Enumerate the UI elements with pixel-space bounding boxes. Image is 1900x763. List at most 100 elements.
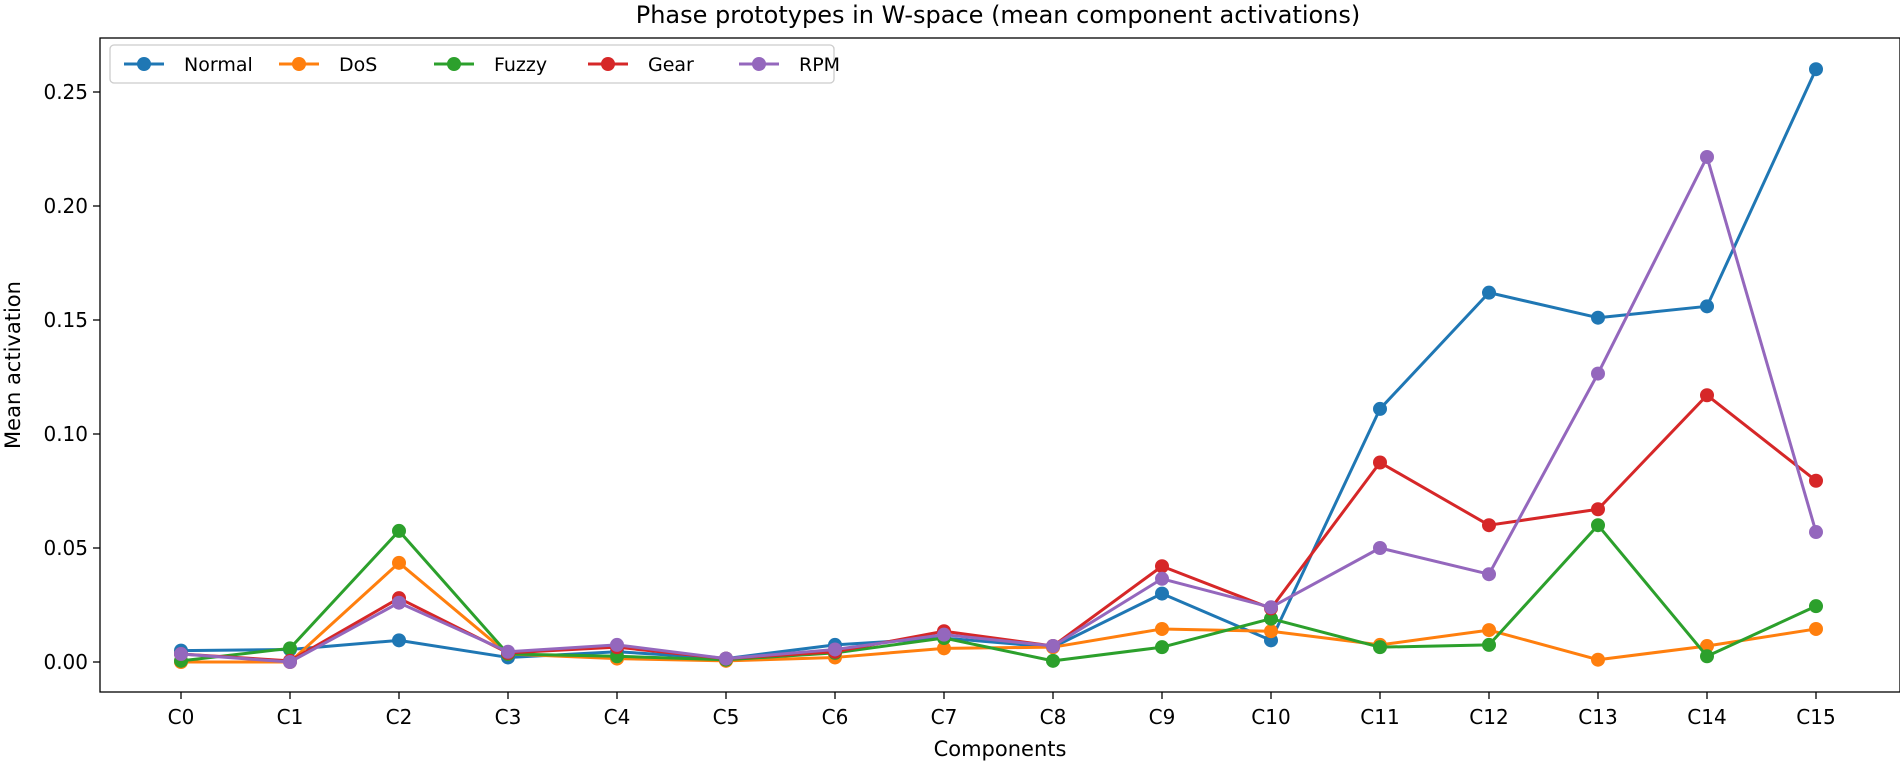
data-point-rpm: [1809, 525, 1823, 540]
data-point-normal: [1482, 285, 1496, 300]
legend-marker: [292, 57, 306, 71]
data-point-rpm: [1591, 366, 1605, 381]
data-point-rpm: [719, 651, 733, 666]
series-rpm: [174, 149, 1823, 669]
y-tick-label: 0.15: [43, 308, 88, 332]
data-point-dos: [1809, 621, 1823, 636]
data-point-rpm: [392, 595, 406, 610]
data-point-rpm: [1046, 639, 1060, 654]
data-point-normal: [1809, 62, 1823, 77]
data-point-rpm: [1155, 571, 1169, 586]
data-point-dos: [1591, 652, 1605, 667]
x-tick-label: C3: [495, 705, 522, 729]
series-line-normal: [180, 68, 1818, 661]
x-tick-label: C6: [822, 705, 849, 729]
data-point-fuzzy: [392, 523, 406, 538]
data-point-fuzzy: [1809, 599, 1823, 614]
legend-label: Normal: [184, 54, 253, 76]
legend-item-normal: Normal: [124, 54, 253, 76]
data-point-fuzzy: [1482, 637, 1496, 652]
data-point-dos: [392, 555, 406, 570]
data-point-gear: [1809, 473, 1823, 488]
x-tick-label: C1: [277, 705, 304, 729]
data-point-normal: [1700, 299, 1714, 314]
y-tick-label: 0.20: [43, 194, 88, 218]
data-point-gear: [1155, 559, 1169, 574]
data-point-dos: [1700, 639, 1714, 654]
series-normal: [174, 62, 1823, 666]
data-point-fuzzy: [1700, 649, 1714, 664]
legend-label: Gear: [648, 54, 694, 76]
y-tick-label: 0.05: [43, 536, 88, 560]
data-point-rpm: [1482, 567, 1496, 582]
data-point-dos: [1155, 621, 1169, 636]
x-tick-label: C8: [1040, 705, 1067, 729]
data-point-fuzzy: [1046, 653, 1060, 668]
data-point-normal: [1373, 401, 1387, 416]
data-point-dos: [937, 641, 951, 656]
legend-item-dos: DoS: [279, 54, 377, 76]
chart-title: Phase prototypes in W-space (mean compon…: [636, 1, 1361, 29]
x-tick-label: C12: [1469, 705, 1508, 729]
data-point-normal: [392, 633, 406, 648]
series-layer: [174, 62, 1823, 669]
series-line-fuzzy: [180, 523, 1817, 663]
x-tick-label: C5: [713, 705, 740, 729]
data-point-rpm: [501, 644, 515, 659]
data-point-gear: [1373, 455, 1387, 470]
x-axis-label: Components: [934, 737, 1067, 761]
legend-marker: [601, 57, 615, 71]
data-point-fuzzy: [1591, 518, 1605, 533]
x-axis: C0 C1 C2 C3 C4 C5 C6 C7 C8 C9 C10 C11 C12 C13 C14 C15: [168, 692, 1836, 729]
x-tick-label: C9: [1149, 705, 1176, 729]
series-fuzzy: [174, 518, 1823, 668]
data-point-gear: [1482, 518, 1496, 533]
data-point-rpm: [1700, 149, 1714, 164]
series-line-dos: [181, 561, 1817, 664]
x-tick-label: C7: [931, 705, 958, 729]
data-point-rpm: [1373, 541, 1387, 555]
x-tick-label: C2: [386, 705, 413, 729]
data-point-normal: [1591, 310, 1605, 325]
y-tick-label: 0.25: [43, 80, 88, 104]
legend-marker: [447, 57, 461, 71]
data-point-fuzzy: [1373, 640, 1387, 655]
data-point-rpm: [174, 647, 188, 662]
plot-frame: [99, 37, 1900, 693]
x-tick-label: C11: [1360, 705, 1399, 729]
x-tick-label: C13: [1578, 705, 1617, 729]
y-tick-label: 0.00: [43, 650, 88, 674]
data-point-rpm: [283, 655, 297, 669]
legend-item-gear: Gear: [588, 54, 694, 76]
y-tick-label: 0.10: [43, 422, 88, 446]
legend: Normal DoS Fuzzy Gear RPM: [109, 44, 840, 84]
data-point-rpm: [937, 627, 951, 642]
x-tick-label: C4: [604, 705, 631, 729]
legend-label: RPM: [799, 54, 840, 76]
data-point-dos: [1482, 623, 1496, 638]
series-line-gear: [180, 393, 1817, 663]
data-point-dos: [1264, 624, 1278, 639]
x-tick-label: C10: [1251, 705, 1290, 729]
data-point-fuzzy: [283, 641, 297, 656]
legend-marker: [137, 57, 151, 71]
data-point-normal: [1155, 586, 1169, 601]
x-tick-label: C15: [1796, 705, 1835, 729]
x-tick-label: C14: [1687, 705, 1726, 729]
data-point-fuzzy: [1155, 640, 1169, 655]
series-line-rpm: [180, 155, 1818, 664]
y-axis-label: Mean activation: [1, 281, 25, 449]
data-point-rpm: [610, 637, 624, 652]
data-point-rpm: [1264, 600, 1278, 615]
data-point-rpm: [828, 642, 842, 657]
legend-label: Fuzzy: [494, 54, 547, 76]
legend-marker: [752, 57, 766, 71]
data-point-gear: [1591, 502, 1605, 517]
legend-item-fuzzy: Fuzzy: [434, 54, 547, 76]
data-point-fuzzy: [1264, 611, 1278, 626]
legend-label: DoS: [339, 54, 377, 76]
x-tick-label: C0: [168, 705, 195, 729]
legend-item-rpm: RPM: [739, 54, 840, 76]
y-axis: 0.00 0.05 0.10 0.15 0.20 0.25: [43, 80, 100, 674]
